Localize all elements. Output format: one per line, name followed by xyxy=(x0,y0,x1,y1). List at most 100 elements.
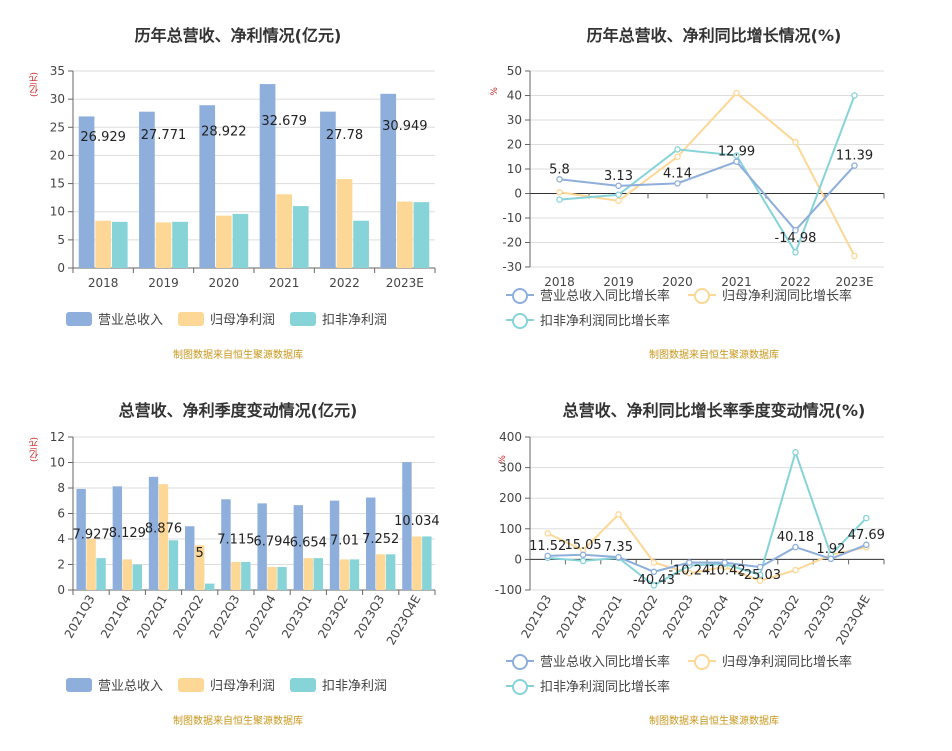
y-tick-label: -10 xyxy=(502,211,522,225)
legend-item-revenue-growth[interactable]: 营业总收入同比增长率 xyxy=(506,654,670,672)
legend-item-deducted-profit[interactable]: 扣非净利润 xyxy=(290,678,387,696)
data-point xyxy=(733,158,740,165)
legend-item-net-profit[interactable]: 归母净利润 xyxy=(178,312,275,330)
x-tick-label: 2021Q4 xyxy=(554,593,590,641)
x-tick-label: 2020 xyxy=(209,276,240,290)
legend-item-net-profit-growth[interactable]: 归母净利润同比增长率 xyxy=(688,654,852,672)
data-point xyxy=(615,197,622,205)
legend-swatch-revenue xyxy=(66,312,92,326)
legend-label: 扣非净利润同比增长率 xyxy=(540,680,671,695)
y-tick-label: 2 xyxy=(57,558,65,572)
data-point xyxy=(792,449,799,456)
legend-swatch-revenue xyxy=(66,678,92,692)
legend-label: 扣非净利润 xyxy=(322,679,388,694)
bar xyxy=(158,484,169,590)
bar xyxy=(148,476,159,590)
data-point xyxy=(579,551,587,559)
data-label: 3.13 xyxy=(604,169,633,184)
legend-swatch-deducted-profit xyxy=(290,678,316,692)
data-label: 11.39 xyxy=(836,149,873,164)
y-tick-label: 10 xyxy=(507,162,522,176)
data-label: -14.98 xyxy=(775,231,817,246)
legend-marker-net-profit-growth xyxy=(688,288,716,304)
data-point xyxy=(615,553,622,561)
quarterly-growth-panel: 总营收、净利同比增长率季度变动情况(%) % -100 0 100 200 300 400… xyxy=(476,375,952,750)
bar xyxy=(402,462,412,590)
data-label: 5.8 xyxy=(549,162,570,177)
bar xyxy=(232,213,249,268)
bar xyxy=(204,583,215,590)
data-label: -10.42 xyxy=(704,564,746,579)
data-label: 27.78 xyxy=(326,128,363,143)
x-tick-label: 2021 xyxy=(721,275,752,289)
data-point xyxy=(721,559,728,566)
x-tick-label: 2022 xyxy=(329,276,360,290)
chart-title: 总营收、净利同比增长率季度变动情况(%) xyxy=(562,401,866,420)
bar xyxy=(303,558,314,590)
data-point xyxy=(674,153,681,160)
bar xyxy=(277,567,287,590)
data-point xyxy=(792,138,799,146)
x-tick-label: 2019 xyxy=(603,275,634,289)
data-label: -10.24 xyxy=(668,564,710,579)
legend-item-deducted-profit-growth[interactable]: 扣非净利润同比增长率 xyxy=(506,679,670,697)
series-line xyxy=(547,448,868,587)
bar xyxy=(375,554,386,590)
data-label: 7.927 xyxy=(72,527,109,542)
legend-item-revenue[interactable]: 营业总收入 xyxy=(66,312,163,330)
bar xyxy=(396,201,413,268)
data-label: 7.01 xyxy=(330,533,359,548)
bar xyxy=(194,545,205,590)
bar xyxy=(122,559,133,590)
y-tick-label: 6 xyxy=(57,507,65,521)
legend-swatch-net-profit xyxy=(178,678,204,692)
y-tick-label: 100 xyxy=(499,522,522,536)
legend-item-net-profit[interactable]: 归母净利润 xyxy=(178,678,275,696)
data-source-note: 制图数据来自恒生聚源数据库 xyxy=(649,350,779,361)
data-point xyxy=(556,189,563,196)
data-label: 15.05 xyxy=(564,538,601,553)
x-tick-label: 2023Q1 xyxy=(731,593,767,641)
data-point xyxy=(674,146,681,153)
y-tick-label: -100 xyxy=(495,583,522,597)
legend-item-revenue[interactable]: 营业总收入 xyxy=(66,678,163,696)
legend-label: 归母净利润 xyxy=(210,679,276,694)
data-point xyxy=(650,582,658,589)
data-point xyxy=(733,89,740,97)
data-source-note: 制图数据来自恒生聚源数据库 xyxy=(173,716,303,727)
legend-item-net-profit-growth[interactable]: 归母净利润同比增长率 xyxy=(688,288,852,306)
bar xyxy=(380,93,397,268)
y-tick-label: -30 xyxy=(502,260,522,274)
bar xyxy=(329,500,340,590)
data-label: 7.252 xyxy=(362,532,399,547)
bar xyxy=(95,220,112,268)
bar xyxy=(78,116,95,269)
legend-marker-deducted-profit-growth xyxy=(506,679,534,695)
legend-item-deducted-profit-growth[interactable]: 扣非净利润同比增长率 xyxy=(506,313,670,331)
legend-marker-deducted-profit-growth xyxy=(506,313,534,329)
bar xyxy=(320,111,336,269)
x-tick-label: 2023Q2 xyxy=(766,593,802,641)
data-label: 7.115 xyxy=(217,533,254,548)
y-tick-label: 35 xyxy=(50,64,65,78)
data-point xyxy=(733,152,740,159)
legend-item-revenue-growth[interactable]: 营业总收入同比增长率 xyxy=(506,288,670,306)
series-line xyxy=(559,91,856,257)
legend-item-deducted-profit[interactable]: 扣非净利润 xyxy=(290,312,387,330)
data-point xyxy=(556,196,563,203)
legend-label: 归母净利润同比增长率 xyxy=(722,289,853,304)
legend-label: 扣非净利润同比增长率 xyxy=(540,314,671,329)
x-tick-label: 2021Q3 xyxy=(518,593,554,641)
data-label: 5 xyxy=(196,546,204,561)
bar xyxy=(422,536,432,590)
bar xyxy=(413,202,430,268)
chart-title: 历年总营收、净利情况(亿元) xyxy=(134,26,342,45)
y-tick-label: 400 xyxy=(499,430,522,444)
legend-marker-revenue-growth xyxy=(506,654,534,670)
y-tick-label: 0 xyxy=(514,552,522,566)
x-tick-label: 2018 xyxy=(544,275,575,289)
y-tick-label: 5 xyxy=(57,233,65,247)
bar xyxy=(168,540,179,590)
